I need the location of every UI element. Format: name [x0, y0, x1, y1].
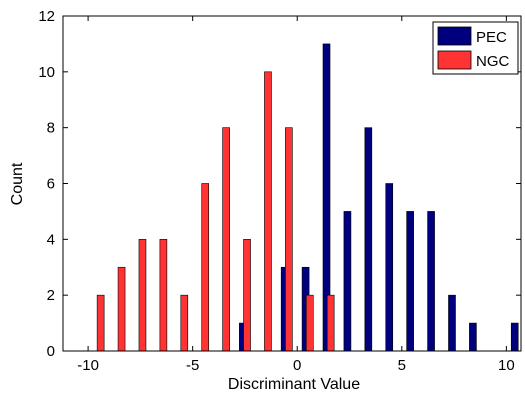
bar-ngc-11: [326, 294, 335, 352]
bar-pec-6: [385, 183, 394, 352]
legend-swatch-pec: [437, 26, 472, 46]
bar-ngc-7: [243, 239, 251, 352]
bar-ngc-10: [305, 294, 314, 352]
bar-ngc-6: [222, 127, 230, 352]
bar-ngc-0: [96, 294, 105, 352]
bars-layer: [96, 43, 519, 352]
bar-pec-7: [406, 211, 414, 352]
bar-ngc-4: [180, 294, 189, 352]
y-tick-label-4: 8: [47, 120, 55, 137]
x-axis-title: Discriminant Value: [228, 376, 360, 393]
x-tick-label-4: 10: [498, 357, 515, 374]
legend-swatch-ngc: [437, 50, 472, 70]
y-tick-label-5: 10: [38, 64, 55, 81]
bar-ngc-3: [159, 239, 168, 352]
x-tick-label-0: -10: [77, 357, 99, 374]
y-tick-label-3: 6: [47, 176, 55, 193]
bar-pec-5: [364, 127, 373, 352]
legend-label-ngc: NGC: [476, 53, 510, 70]
legend: PEC NGC: [432, 21, 519, 75]
bar-pec-10: [469, 322, 477, 352]
bar-ngc-5: [201, 183, 210, 352]
y-tick-label-1: 2: [47, 287, 55, 304]
bar-pec-4: [343, 211, 352, 352]
bar-ngc-8: [264, 71, 272, 352]
x-tick-label-3: 5: [398, 357, 406, 374]
bar-pec-11: [510, 322, 519, 352]
x-tick-label-2: 0: [293, 357, 301, 374]
y-axis-title: Count: [9, 162, 26, 205]
bar-ngc-2: [138, 239, 147, 352]
ticks-layer: -10 -5 0 5 10 0 2 4 6 8 10 12: [38, 8, 521, 374]
bar-pec-9: [448, 294, 456, 352]
y-tick-label-2: 4: [47, 231, 55, 248]
x-tick-label-1: -5: [186, 357, 199, 374]
y-tick-label-6: 12: [38, 8, 55, 25]
bar-pec-8: [427, 211, 435, 352]
legend-label-pec: PEC: [476, 29, 507, 46]
bar-ngc-1: [117, 266, 126, 352]
bar-ngc-9: [285, 127, 293, 352]
y-tick-label-0: 0: [47, 343, 55, 360]
